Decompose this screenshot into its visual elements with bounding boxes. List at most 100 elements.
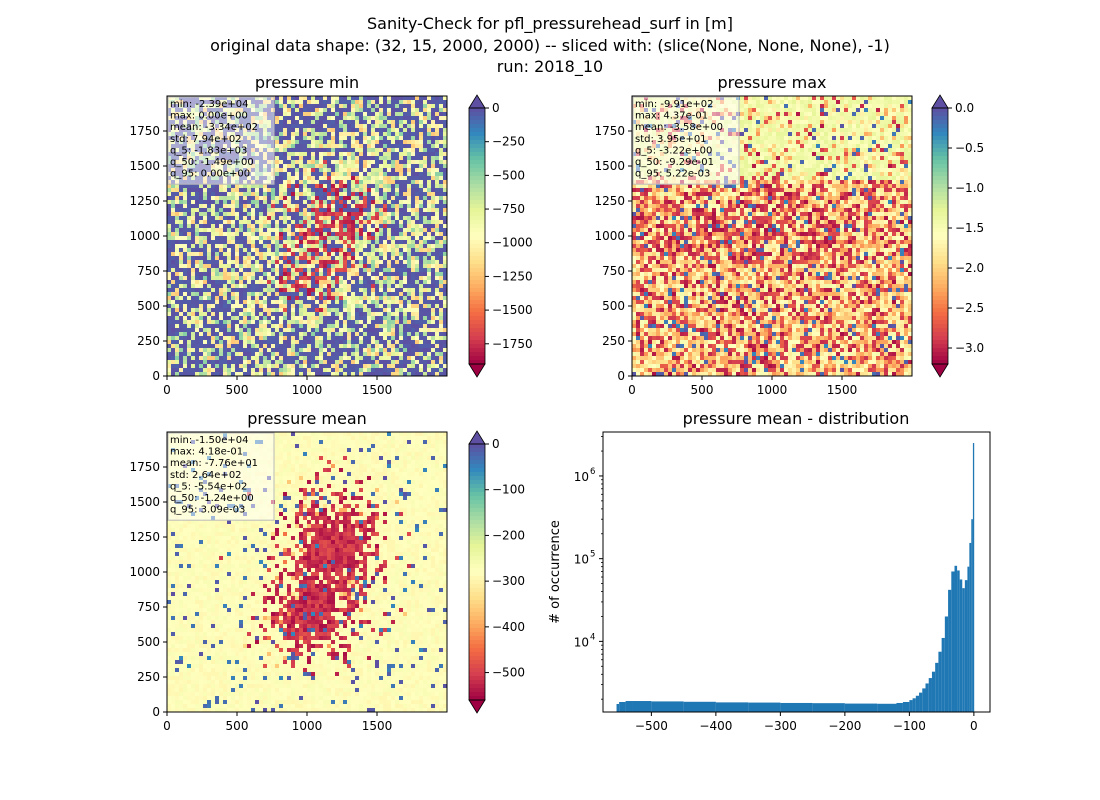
x-tick-label: 500 [226,719,249,733]
histogram-bar [651,701,684,712]
y-tick-label: 500 [137,635,160,649]
stats-line: std: 2.64e+02 [170,470,242,481]
y-tick-label: 1250 [129,530,160,544]
figure-title-line-2: original data shape: (32, 15, 2000, 2000… [210,36,890,55]
y-tick-label: 750 [137,600,160,614]
histogram-bar [922,688,926,712]
histogram-bar [954,565,958,712]
colorbar-tick-label: 0 [492,101,500,115]
x-tick-label: 1500 [827,383,858,397]
colorbar-extend-max [931,94,949,109]
histogram-bar [877,703,897,712]
x-tick-label: 1500 [362,383,393,397]
colorbar-tick-label: −1250 [492,269,533,283]
histogram-bar [928,678,932,712]
y-tick-label: 1000 [594,229,625,243]
y-tick-label: 1500 [129,495,160,509]
axes-frame [602,431,991,713]
subplot-distribution: pressure mean - distribution −500 −400 −30… [548,409,991,733]
colorbar: 0.0 −0.5 −1.0 −1.5 −2.0 −2.5 −3.0 [931,94,984,378]
histogram-bar [909,700,913,712]
stats-line: mean: -3.34e+02 [170,122,258,133]
x-tick-label: 1000 [757,383,788,397]
stats-line: max: 0.00e+00 [170,111,248,122]
histogram-bar [962,588,965,712]
colorbar-extend-max [468,430,486,445]
y-tick-exponent: 5 [590,550,595,560]
histogram-bar [844,703,878,712]
x-tick-label: −300 [764,719,797,733]
histogram-bar [748,702,781,712]
y-axis: 0 250 500 750 1000 1250 1500 1750 [594,124,632,383]
figure-title-line-3: run: 2018_10 [497,57,603,77]
x-tick-label: 0 [970,719,978,733]
y-tick-label: 1250 [594,194,625,208]
histogram-bar [902,701,910,712]
figure-title-line-1: Sanity-Check for pfl_pressurehead_surf i… [367,14,733,34]
histogram-bar [938,651,942,712]
stats-line: q_50: -1.49e+00 [170,157,254,168]
stats-box-background [632,96,740,185]
y-tick-label: 10 [574,470,589,484]
y-tick-label: 250 [137,670,160,684]
colorbar: 0 −100 −200 −300 −400 −500 [468,430,525,714]
histogram-bar [912,698,916,712]
x-tick-label: −400 [699,719,732,733]
histogram-bar [619,701,626,712]
histogram-bar [964,580,968,712]
colorbar-extend-min [931,363,949,378]
y-tick-label: 500 [602,299,625,313]
colorbar-tick-label: −500 [492,666,525,680]
y-tick-label: 500 [137,299,160,313]
y-tick-label: 750 [137,264,160,278]
heatmap-image [167,96,447,376]
histogram-bar [944,616,949,712]
histogram-bars [616,443,975,712]
subplot-pressure-mean: pressure mean 0 500 1000 1500 0 250 500 750 100… [129,409,525,733]
colorbar-extend-max [468,94,486,109]
histogram-bar [925,683,929,712]
histogram-bar [971,519,973,712]
stats-line: q_50: -1.24e+00 [170,493,254,504]
colorbar-tick-label: −200 [492,528,525,542]
histogram-bar [972,443,975,712]
colorbar-tick-label: −1000 [492,236,533,250]
colorbar-frame [468,107,486,365]
x-axis: −500 −400 −300 −200 −100 0 [635,712,978,733]
y-tick-label: 10 [574,635,589,649]
stats-line: q_5: -3.22e+00 [635,145,712,156]
y-tick-label: 1750 [129,460,160,474]
x-tick-label: −100 [893,719,926,733]
stats-line: mean: -7.76e+01 [170,458,258,469]
histogram-bar [967,566,970,712]
colorbar-extend-min [468,699,486,714]
stats-line: q_50: -9.29e-01 [635,157,714,168]
colorbar-tick-label: −400 [492,620,525,634]
x-axis: 0 500 1000 1500 [163,376,392,397]
histogram-bar [948,589,952,712]
stats-line: min: -1.50e+04 [170,435,249,446]
stats-line: q_95: 5.22e-03 [635,169,710,180]
x-tick-label: 0 [163,383,171,397]
colorbar-frame [931,107,949,365]
histogram-bar [957,570,960,712]
stats-line: q_95: 3.09e-03 [170,505,245,516]
stats-line: q_5: -5.54e+02 [170,481,247,492]
histogram-bar [715,702,749,712]
stats-box-background [167,96,275,185]
colorbar-tick-label: −1500 [492,303,533,317]
histogram-bar [683,701,716,712]
colorbar-tick-label: −750 [492,202,525,216]
subplot-pressure-min: pressure min 0 500 1000 1500 0 250 500 750 1000… [129,73,532,397]
x-tick-label: 0 [163,719,171,733]
stats-line: min: -9.91e+02 [635,99,714,110]
histogram-bar [931,671,936,712]
histogram-bar [616,703,620,712]
y-tick-label: 0 [152,705,160,719]
colorbar-tick-label: −3.0 [955,341,984,355]
y-tick-label: 0 [617,369,625,383]
colorbar-tick-label: −1.0 [955,181,984,195]
histogram-bar [625,701,633,712]
